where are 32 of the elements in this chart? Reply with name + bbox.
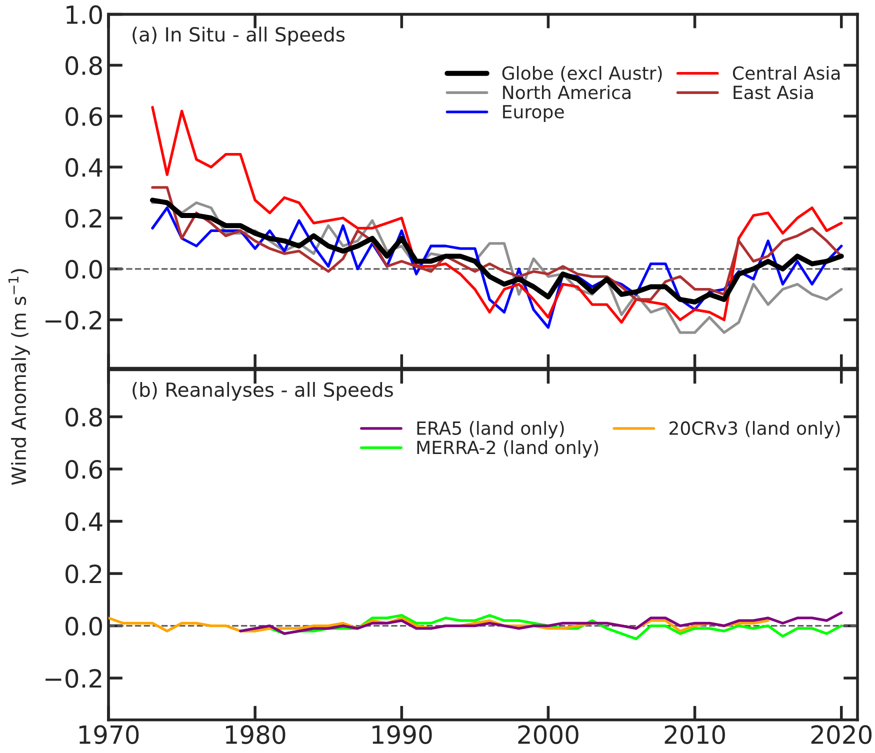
y-tick-label: −0.2 [46, 669, 102, 688]
x-tick-label: 2010 [664, 725, 725, 744]
line-series [151, 106, 843, 324]
legend-label: Europe [503, 105, 564, 122]
y-tick-label: 0.4 [66, 158, 102, 177]
legend-label: North America [503, 85, 630, 100]
x-tick-label: 2020 [811, 725, 872, 744]
y-tick-label: 1.0 [66, 5, 102, 24]
y-tick-label: 0.0 [66, 260, 102, 279]
y-tick-label: 0.6 [66, 460, 102, 479]
y-tick-label: 0.2 [66, 208, 102, 228]
legend-label: MERRA-2 (land only) [417, 440, 598, 458]
y-axis-title: Wind Anomaly (m s$^{−1}$) [8, 269, 30, 485]
y-tick-label: 0.2 [66, 564, 102, 584]
y-tick-label: −0.2 [46, 310, 102, 330]
legend-label: ERA5 (land only) [417, 420, 564, 438]
y-tick-label: 0.8 [66, 56, 102, 76]
legend-label: Central Asia [732, 66, 840, 80]
legend-label: East Asia [734, 85, 813, 100]
x-tick-label: 2000 [518, 725, 578, 744]
x-tick-label: 1990 [372, 725, 432, 744]
text: (a) In Situ - all Speeds [132, 26, 345, 46]
y-tick-label: 0.4 [66, 512, 102, 532]
y-tick-label: 0.8 [66, 408, 102, 427]
y-tick-label: 0.0 [66, 616, 102, 636]
text: (b) Reanalyses - all Speeds [132, 382, 393, 401]
x-tick-label: 1970 [79, 725, 139, 744]
line-series [239, 611, 843, 635]
x-tick-label: 1980 [226, 725, 286, 744]
y-tick-label: 0.6 [66, 107, 102, 126]
legend-label: 20CRv3 (land only) [670, 420, 840, 438]
legend-label: Globe (excl Austr) [502, 66, 662, 82]
